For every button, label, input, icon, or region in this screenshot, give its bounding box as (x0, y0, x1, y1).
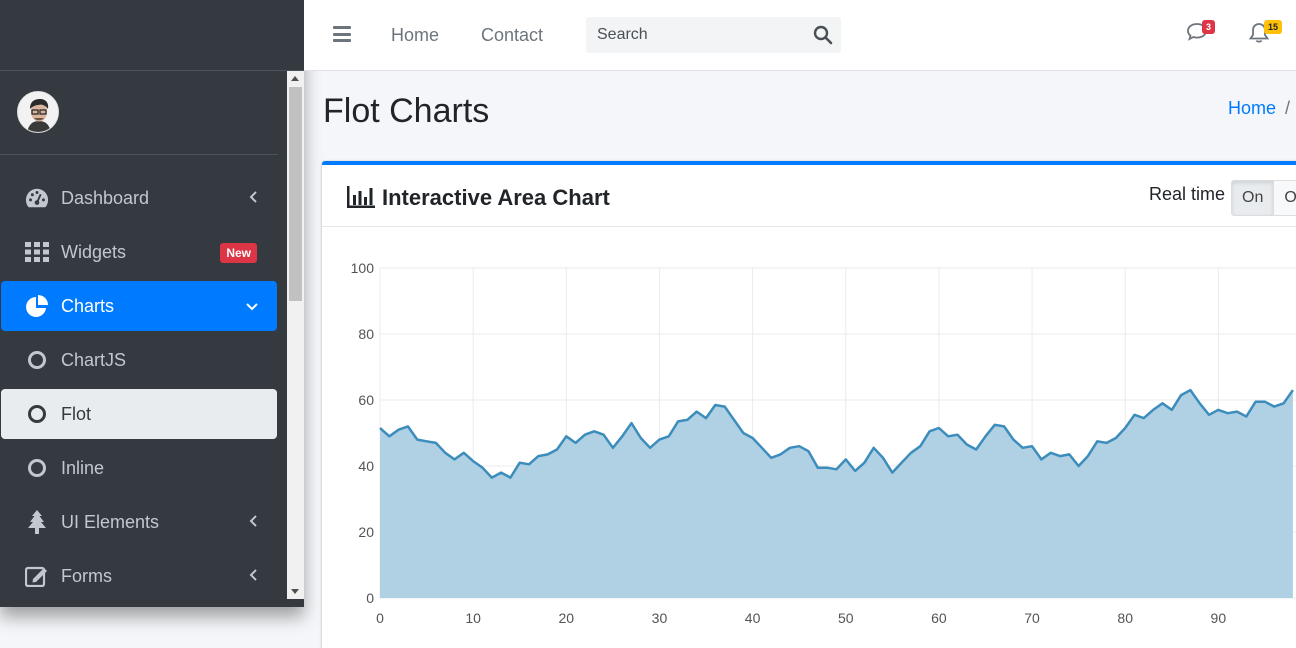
chevron-down-icon (245, 296, 259, 317)
sidebar-nav: Dashboard Widgets New Charts Cha (0, 173, 287, 605)
scroll-down-arrow-icon[interactable] (291, 589, 299, 594)
x-tick-label: 80 (1117, 610, 1133, 626)
chevron-left-icon (249, 512, 259, 533)
series-area-fill (380, 390, 1293, 598)
x-tick-label: 70 (1024, 610, 1040, 626)
bell-icon (1248, 23, 1270, 43)
sidebar: Dashboard Widgets New Charts Cha (0, 0, 304, 607)
realtime-on-button[interactable]: On (1231, 180, 1275, 216)
scroll-up-arrow-icon[interactable] (291, 76, 299, 81)
x-tick-label: 30 (652, 610, 668, 626)
sidebar-item-label: UI Elements (61, 511, 160, 532)
sidebar-item-charts[interactable]: Charts (1, 281, 277, 331)
realtime-off-button[interactable]: Off (1274, 180, 1296, 216)
grid-icon (25, 240, 49, 264)
card-header: Interactive Area Chart Real time On Off (322, 165, 1296, 227)
page-title: Flot Charts (323, 92, 490, 130)
user-avatar-image (18, 92, 58, 132)
bar-chart-icon (347, 186, 375, 210)
messages-button[interactable]: 3 (1186, 20, 1216, 48)
new-badge: New (220, 243, 257, 263)
user-panel (0, 71, 278, 155)
y-tick-label: 20 (358, 524, 374, 540)
sidebar-item-label: ChartJS (61, 349, 127, 370)
breadcrumb: Home / (1228, 98, 1290, 119)
breadcrumb-separator: / (1285, 98, 1291, 118)
notifications-count-badge: 15 (1264, 20, 1283, 34)
sidebar-item-label: Inline (61, 457, 105, 478)
top-navbar: Home Contact 3 15 (304, 0, 1296, 71)
x-tick-label: 40 (745, 610, 761, 626)
x-tick-label: 60 (931, 610, 947, 626)
circle-outline-icon (25, 348, 49, 372)
tachometer-icon (25, 186, 49, 210)
realtime-toggle-group: On Off (1231, 180, 1296, 216)
sidebar-item-label: Dashboard (61, 187, 150, 208)
brand-area (0, 0, 304, 71)
y-tick-label: 40 (358, 458, 374, 474)
chart-plot-area (379, 388, 1294, 598)
area-chart: 0 20 40 60 80 100 0 10 20 30 40 50 60 70 80 90 (351, 260, 1296, 626)
sidebar-item-label: Forms (61, 565, 112, 586)
x-tick-label: 90 (1211, 610, 1227, 626)
edit-icon (25, 564, 49, 588)
nav-link-home[interactable]: Home (391, 25, 440, 45)
search-input[interactable] (586, 17, 806, 53)
x-tick-label: 10 (465, 610, 481, 626)
search-box (586, 17, 841, 53)
chevron-left-icon (249, 188, 259, 209)
circle-outline-icon (25, 456, 49, 480)
sidebar-item-label: Flot (61, 403, 92, 424)
x-tick-label: 0 (376, 610, 384, 626)
circle-outline-icon (25, 402, 49, 426)
realtime-label: Real time (1149, 184, 1226, 204)
sidebar-item-forms[interactable]: Forms (1, 551, 277, 601)
sidebar-item-widgets[interactable]: Widgets New (1, 227, 277, 277)
sidebar-item-ui-elements[interactable]: UI Elements (1, 497, 277, 547)
sidebar-item-inline[interactable]: Inline (1, 443, 277, 493)
x-tick-label: 50 (838, 610, 854, 626)
y-tick-label: 80 (358, 326, 374, 342)
chart-tick-labels: 0 20 40 60 80 100 0 10 20 30 40 50 60 70 80 90 (351, 260, 1227, 626)
messages-count-badge: 3 (1202, 20, 1216, 34)
scroll-thumb[interactable] (289, 87, 302, 301)
breadcrumb-home-link[interactable]: Home (1228, 98, 1277, 118)
sidebar-item-chartjs[interactable]: ChartJS (1, 335, 277, 385)
nav-link-contact[interactable]: Contact (481, 25, 544, 45)
y-tick-label: 100 (351, 260, 375, 276)
card-title: Interactive Area Chart (382, 185, 610, 210)
sidebar-scrollbar[interactable] (287, 71, 304, 599)
chevron-left-icon (249, 566, 259, 587)
sidebar-item-label: Widgets (61, 241, 127, 262)
x-tick-label: 20 (559, 610, 575, 626)
sidebar-item-flot[interactable]: Flot (1, 389, 277, 439)
notifications-button[interactable]: 15 (1248, 20, 1283, 48)
y-tick-label: 60 (358, 392, 374, 408)
search-icon[interactable] (813, 25, 833, 45)
pie-chart-icon (25, 294, 49, 318)
tree-icon (25, 510, 49, 534)
y-tick-label: 0 (366, 590, 374, 606)
sidebar-item-dashboard[interactable]: Dashboard (1, 173, 277, 223)
interactive-area-chart-card: Interactive Area Chart Real time On Off … (322, 161, 1296, 648)
sidebar-item-label: Charts (61, 295, 115, 316)
hamburger-menu-icon[interactable] (333, 26, 351, 42)
avatar[interactable] (17, 91, 59, 133)
